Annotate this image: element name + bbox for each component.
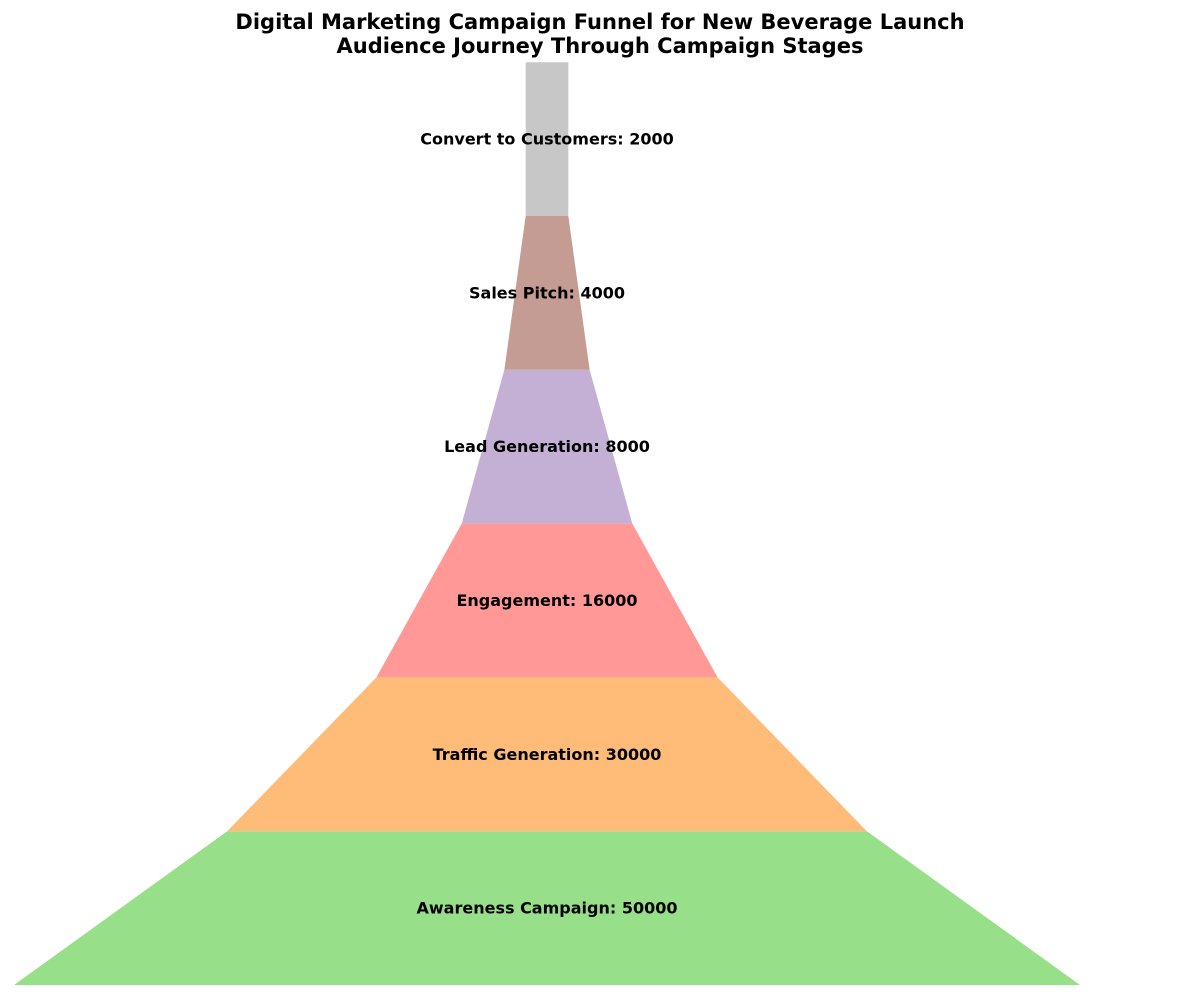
funnel-segment-traffic-generation: [227, 677, 867, 832]
funnel-labels: Awareness Campaign: 50000 Traffic Generat…: [417, 130, 678, 918]
chart-title: Digital Marketing Campaign Funnel for Ne…: [235, 10, 965, 34]
funnel-label-traffic-generation: Traffic Generation: 30000: [433, 745, 662, 764]
funnel-segment-convert-to-customers: [525, 62, 569, 217]
funnel-label-lead-generation: Lead Generation: 8000: [444, 437, 650, 456]
funnel-label-sales-pitch: Sales Pitch: 4000: [469, 283, 625, 302]
funnel-segments: [14, 62, 1080, 985]
funnel-label-convert-to-customers: Convert to Customers: 2000: [420, 130, 673, 149]
funnel-segment-sales-pitch: [504, 216, 590, 370]
chart-title-block: Digital Marketing Campaign Funnel for Ne…: [0, 10, 1200, 58]
funnel-segment-lead-generation: [461, 369, 633, 524]
chart-subtitle: Audience Journey Through Campaign Stages: [336, 34, 864, 58]
funnel-segment-awareness-campaign: [14, 831, 1080, 985]
funnel-label-awareness-campaign: Awareness Campaign: 50000: [417, 899, 678, 918]
funnel-segment-engagement: [376, 523, 718, 678]
funnel-label-engagement: Engagement: 16000: [456, 591, 637, 610]
